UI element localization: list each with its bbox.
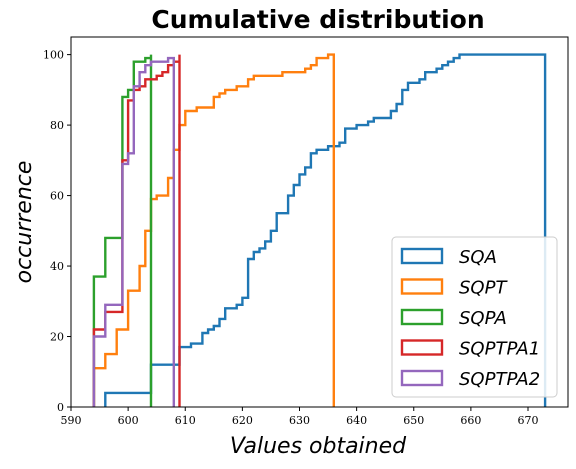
y-tick-label: 100	[43, 49, 64, 62]
y-tick-label: 40	[50, 260, 64, 273]
x-tick-label: 640	[346, 414, 367, 427]
legend-label-sqpt: SQPT	[459, 278, 508, 299]
legend-box	[391, 236, 558, 398]
x-axis-label: Values obtained	[230, 434, 407, 459]
x-tick-label: 600	[118, 414, 139, 427]
legend-swatch-sqptpa2	[400, 369, 444, 387]
legend-label-sqptpa2: SQPTPA2	[459, 369, 540, 390]
legend-items: SQA SQPT SQPA SQPTPA1 SQPTPA2	[400, 247, 540, 390]
y-tick-label: 80	[50, 119, 64, 132]
legend-label-sqpa: SQPA	[459, 308, 507, 329]
series-layer	[92, 53, 547, 407]
legend-label-sqptpa1: SQPTPA1	[459, 339, 540, 360]
legend-label-sqa: SQA	[459, 247, 497, 268]
series-line-sqptpa2	[92, 56, 176, 407]
legend: SQA SQPT SQPA SQPTPA1 SQPTPA2	[391, 236, 558, 398]
x-tick-label: 670	[518, 414, 539, 427]
x-tick-label: 660	[460, 414, 481, 427]
legend-swatch-sqpa	[400, 308, 444, 326]
x-tick-label: 630	[289, 414, 310, 427]
ticks-layer: 590 600 610 620 630 640 650 660 670 0 20 40 60 80 100	[43, 49, 539, 427]
legend-swatch-sqpt	[400, 278, 444, 295]
chart-title: Cumulative distribution	[151, 5, 484, 34]
plot-frame	[70, 36, 569, 408]
x-tick-label: 620	[232, 414, 253, 427]
series-line-sqpt	[92, 53, 335, 407]
y-tick-label: 20	[50, 331, 64, 344]
series-line-sqpa	[92, 54, 153, 407]
series-line-sqa	[104, 53, 547, 407]
x-tick-label: 610	[175, 414, 196, 427]
x-tick-label: 650	[403, 414, 424, 427]
y-axis-label: occurrence	[12, 161, 37, 284]
legend-swatch-sqa	[400, 247, 444, 265]
y-tick-label: 60	[50, 190, 64, 203]
legend-swatch-sqptpa1	[400, 339, 444, 356]
x-tick-label: 590	[61, 414, 82, 427]
y-tick-label: 0	[57, 401, 64, 414]
